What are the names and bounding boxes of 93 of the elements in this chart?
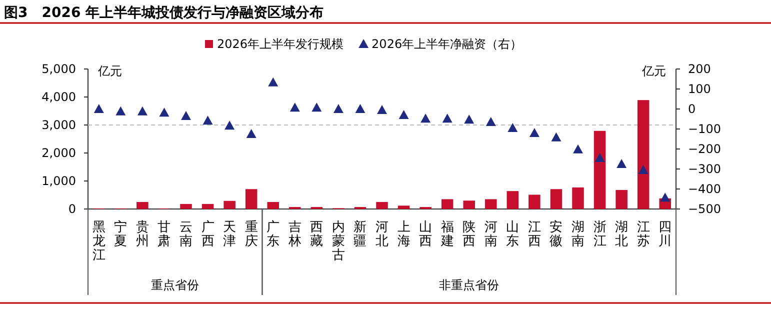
y2-tick-label: −500 (688, 202, 721, 216)
bar (550, 189, 562, 209)
point (573, 144, 583, 154)
x-tick-label: 安徽 (550, 219, 563, 249)
x-tick-label: 云南 (180, 220, 192, 249)
point (268, 77, 278, 86)
point (529, 128, 540, 137)
legend-label: 2026年上半年净融资（右） (372, 37, 522, 51)
point (377, 105, 387, 114)
x-tick-label: 贵州 (136, 220, 149, 249)
point (224, 120, 235, 130)
point (616, 159, 627, 168)
x-tick-label: 山东 (506, 220, 520, 249)
bar (594, 130, 606, 209)
y2-tick-label: −300 (688, 162, 721, 176)
bar (376, 202, 388, 209)
x-tick-label: 陕西 (462, 220, 476, 249)
point (486, 117, 496, 126)
bar (572, 187, 584, 209)
point (638, 165, 648, 174)
point (660, 192, 670, 202)
bar (616, 190, 628, 209)
point (508, 123, 518, 132)
text: 重点省份 (151, 278, 200, 292)
bar (528, 194, 540, 209)
x-tick-label: 西藏 (310, 220, 324, 249)
x-tick-label: 新疆 (354, 220, 367, 249)
point (290, 102, 300, 112)
point (464, 114, 474, 124)
x-tick-label: 宁夏 (114, 219, 128, 249)
bar (463, 200, 475, 209)
point (137, 106, 148, 116)
x-tick-label: 湖北 (615, 220, 628, 249)
point (420, 114, 431, 123)
text: 非重点省份 (439, 278, 500, 292)
y-tick-label: 1,000 (42, 174, 76, 188)
x-tick-label: 福建 (440, 220, 454, 249)
x-tick-label: 浙江 (593, 220, 606, 249)
y2-tick-label: 0 (688, 102, 696, 116)
x-tick-label: 黑龙江 (92, 220, 106, 263)
point (312, 102, 322, 112)
point (94, 104, 104, 113)
bar (224, 200, 236, 209)
y2-tick-label: −100 (688, 122, 721, 136)
y-tick-label: 4,000 (42, 90, 76, 104)
bar (180, 204, 192, 209)
y-axis-title: 亿元 (97, 64, 122, 78)
point (398, 110, 409, 119)
bar (136, 202, 148, 209)
point (246, 129, 256, 138)
point (355, 104, 366, 113)
x-tick-label: 上海 (397, 220, 410, 249)
y-tick-label: 3,000 (42, 118, 76, 132)
point (442, 114, 452, 123)
x-tick-label: 江西 (528, 220, 541, 249)
x-tick-label: 广东 (266, 220, 280, 249)
bar (398, 206, 410, 209)
bar (485, 199, 497, 209)
y2-tick-label: −200 (688, 142, 721, 156)
y-tick-label: 5,000 (42, 62, 76, 76)
point (333, 104, 344, 113)
x-tick-label: 广西 (201, 220, 214, 249)
point (551, 132, 562, 142)
x-tick-label: 江苏 (636, 220, 650, 249)
bar (506, 191, 519, 209)
x-tick-label: 四川 (658, 220, 672, 249)
bar (267, 202, 279, 209)
legend-label: 2026年上半年发行规模 (217, 37, 344, 51)
y2-tick-label: −400 (688, 182, 721, 196)
y2-tick-label: 100 (688, 82, 711, 96)
y-tick-label: 2,000 (42, 146, 76, 160)
x-tick-label: 天津 (223, 220, 236, 249)
x-tick-label: 山西 (419, 220, 432, 249)
x-tick-label: 内蒙古 (332, 220, 345, 263)
x-tick-label: 湖南 (572, 220, 584, 249)
x-tick-label: 重庆 (244, 220, 258, 249)
point (594, 153, 605, 162)
bar (441, 199, 454, 209)
point (116, 106, 126, 116)
bar (202, 204, 214, 209)
bar (637, 100, 650, 209)
bar (245, 189, 258, 209)
y-tick-label: 0 (68, 202, 76, 216)
y2-axis-title: 亿元 (641, 64, 666, 78)
point (202, 116, 213, 125)
x-tick-label: 甘肃 (158, 220, 171, 249)
x-tick-label: 河南 (484, 220, 498, 249)
x-tick-label: 河北 (376, 220, 388, 249)
point (159, 108, 170, 117)
x-tick-label: 吉林 (287, 220, 302, 249)
y2-tick-label: 200 (688, 62, 711, 76)
point (181, 111, 191, 120)
chart-title: 图3 2026 年上半年城投债发行与净融资区域分布 (4, 5, 324, 21)
